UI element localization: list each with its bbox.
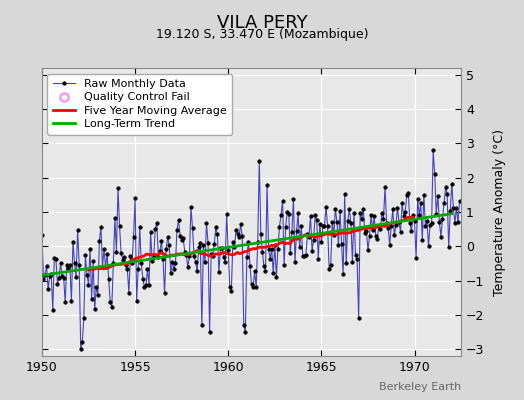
Raw Monthly Data — [456, 198, 463, 203]
Raw Monthly Data — [183, 252, 190, 257]
Five Year Moving Average — [357, 227, 363, 232]
Five Year Moving Average — [247, 247, 253, 252]
Text: VILA PERY: VILA PERY — [217, 14, 307, 32]
Raw Monthly Data — [104, 252, 110, 256]
Raw Monthly Data — [430, 148, 436, 153]
Five Year Moving Average — [376, 224, 382, 228]
Five Year Moving Average — [154, 253, 160, 258]
Raw Monthly Data — [152, 226, 158, 231]
Raw Monthly Data — [54, 281, 61, 286]
Raw Monthly Data — [78, 347, 84, 352]
Five Year Moving Average — [239, 250, 245, 255]
Line: Raw Monthly Data: Raw Monthly Data — [40, 148, 461, 351]
Text: Berkeley Earth: Berkeley Earth — [379, 382, 461, 392]
Five Year Moving Average — [410, 215, 416, 220]
Legend: Raw Monthly Data, Quality Control Fail, Five Year Moving Average, Long-Term Tren: Raw Monthly Data, Quality Control Fail, … — [48, 74, 233, 135]
Five Year Moving Average — [89, 267, 95, 272]
Five Year Moving Average — [85, 268, 92, 272]
Line: Five Year Moving Average: Five Year Moving Average — [89, 217, 413, 270]
Text: 19.120 S, 33.470 E (Mozambique): 19.120 S, 33.470 E (Mozambique) — [156, 28, 368, 41]
Raw Monthly Data — [326, 267, 332, 272]
Raw Monthly Data — [279, 198, 286, 203]
Y-axis label: Temperature Anomaly (°C): Temperature Anomaly (°C) — [493, 128, 506, 296]
Raw Monthly Data — [39, 232, 45, 237]
